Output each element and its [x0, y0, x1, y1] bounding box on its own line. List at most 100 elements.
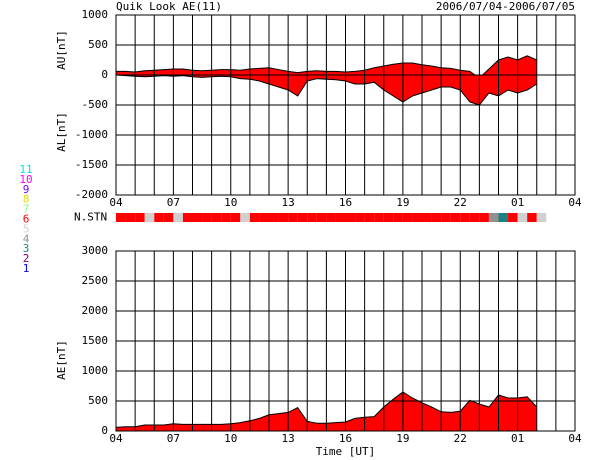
y-tick-label: 3000 — [82, 244, 109, 257]
station-cell — [278, 213, 289, 222]
legend-label: 7 — [23, 203, 30, 216]
area — [116, 75, 537, 105]
station-cell — [163, 213, 174, 222]
station-cell — [335, 213, 346, 222]
station-cell — [192, 213, 203, 222]
y-tick-label: -1500 — [75, 158, 108, 171]
legend-label: 9 — [23, 183, 30, 196]
station-cell — [431, 213, 442, 222]
x-tick-label: 22 — [454, 196, 467, 209]
y-tick-label: -2000 — [75, 188, 108, 201]
chart-title: Quik Look AE(11) — [116, 0, 222, 13]
x-tick-label: 10 — [224, 432, 237, 445]
station-cell — [479, 213, 489, 222]
y-axis-label: AL[nT] — [55, 112, 68, 152]
station-cell — [460, 213, 470, 222]
station-cell — [536, 213, 547, 222]
y-tick-label: 0 — [101, 68, 108, 81]
station-cell — [240, 213, 250, 222]
station-cell — [355, 213, 365, 222]
x-tick-label: 04 — [109, 432, 123, 445]
legend-label: 2 — [23, 252, 30, 265]
station-cell — [154, 213, 164, 222]
station-cell — [517, 213, 528, 222]
station-cell — [269, 213, 279, 222]
x-tick-label: 16 — [339, 432, 352, 445]
station-cell — [116, 213, 126, 222]
x-tick-label: 10 — [224, 196, 237, 209]
x-tick-label: 04 — [568, 432, 582, 445]
x-tick-label: 04 — [568, 196, 582, 209]
station-cell — [488, 213, 499, 222]
y-tick-label: 1000 — [82, 8, 109, 21]
y-tick-label: 2500 — [82, 274, 109, 287]
y-tick-label: 1000 — [82, 364, 109, 377]
x-tick-label: 19 — [396, 432, 409, 445]
station-cell — [508, 213, 518, 222]
station-cell — [125, 213, 136, 222]
station-cell — [402, 213, 413, 222]
legend-label: 8 — [23, 193, 30, 206]
station-cell — [259, 213, 269, 222]
x-tick-label: 16 — [339, 196, 352, 209]
station-cell — [144, 213, 155, 222]
x-tick-label: 13 — [282, 196, 295, 209]
x-tick-label: 19 — [396, 196, 409, 209]
station-cell — [412, 213, 422, 222]
station-cell — [182, 213, 193, 222]
station-cell — [469, 213, 480, 222]
station-cell — [249, 213, 260, 222]
legend-label: 4 — [23, 232, 30, 245]
station-cell — [364, 213, 375, 222]
station-cell — [297, 213, 308, 222]
station-cell — [326, 213, 336, 222]
station-cell — [393, 213, 403, 222]
y-tick-label: 2000 — [82, 304, 109, 317]
y-axis-label: AE[nT] — [55, 340, 68, 380]
x-tick-label: 13 — [282, 432, 295, 445]
y-tick-label: -500 — [82, 98, 109, 111]
station-cell — [498, 213, 509, 222]
x-tick-label: 01 — [511, 432, 524, 445]
station-cell — [345, 213, 356, 222]
station-cell — [374, 213, 384, 222]
chart-subtitle: 2006/07/04-2006/07/05 — [436, 0, 575, 13]
station-cell — [441, 213, 451, 222]
legend-label: 3 — [23, 242, 30, 255]
x-tick-label: 07 — [167, 196, 180, 209]
station-cell — [221, 213, 231, 222]
x-tick-label: 22 — [454, 432, 467, 445]
x-tick-label: 04 — [109, 196, 123, 209]
station-cell — [422, 213, 432, 222]
y-tick-label: 0 — [101, 424, 108, 437]
plot-frame — [115, 14, 576, 196]
legend-label: 1 — [23, 262, 30, 275]
station-cell — [383, 213, 394, 222]
strip-label: N.STN — [74, 211, 107, 224]
station-cell — [288, 213, 298, 222]
legend-label: 11 — [19, 163, 32, 176]
station-cell — [316, 213, 327, 222]
y-tick-label: 500 — [88, 38, 108, 51]
station-cell — [173, 213, 183, 222]
plot-frame — [115, 250, 576, 432]
x-tick-label: 07 — [167, 432, 180, 445]
station-cell — [135, 213, 145, 222]
y-tick-label: 1500 — [82, 334, 109, 347]
station-cell — [527, 213, 537, 222]
station-cell — [202, 213, 212, 222]
station-cell — [211, 213, 222, 222]
x-axis-label: Time [UT] — [316, 445, 376, 458]
legend-label: 6 — [23, 213, 30, 226]
station-cell — [450, 213, 461, 222]
legend-label: 10 — [19, 173, 32, 186]
area — [116, 55, 537, 78]
y-axis-label: AU[nT] — [55, 30, 68, 70]
legend-label: 5 — [23, 222, 30, 235]
area — [116, 392, 537, 431]
station-cell — [307, 213, 317, 222]
x-tick-label: 01 — [511, 196, 524, 209]
station-cell — [230, 213, 241, 222]
y-tick-label: -1000 — [75, 128, 108, 141]
